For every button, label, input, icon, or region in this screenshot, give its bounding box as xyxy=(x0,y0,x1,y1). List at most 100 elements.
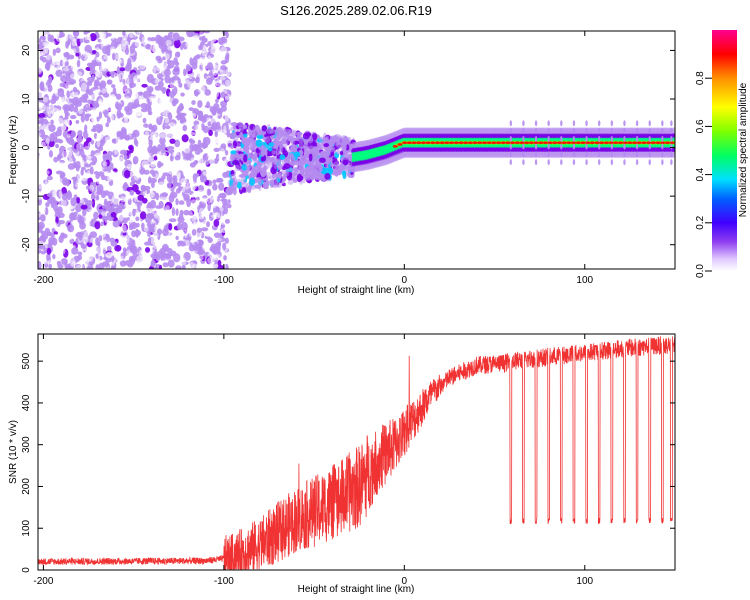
spectrogram-cell xyxy=(189,139,196,145)
spectrogram-cell xyxy=(65,40,70,49)
spectrogram-cell xyxy=(59,31,64,38)
spectrogram-cell xyxy=(339,151,344,156)
spectrogram-cell xyxy=(127,102,134,111)
spectrogram-cell xyxy=(206,61,213,71)
spectrogram-cell xyxy=(127,263,134,268)
spectrogram-cell xyxy=(69,114,77,120)
spectrogram-cell xyxy=(249,139,257,147)
spectrogram-cell xyxy=(227,199,231,204)
spectrogram-cell xyxy=(188,46,196,56)
spectrogram-cell xyxy=(198,85,206,94)
spectrogram-cell xyxy=(38,221,45,230)
spectrogram-cell xyxy=(78,108,83,115)
spectrogram-cell xyxy=(297,175,304,181)
spectrogram-cell xyxy=(149,169,156,175)
spectrogram-cell xyxy=(43,84,49,93)
spectrogram-cell xyxy=(458,141,464,145)
spectrogram-cell xyxy=(171,110,175,116)
spectrogram-cell xyxy=(236,131,240,136)
spectrogram-cell xyxy=(505,141,511,145)
spectrogram-cell xyxy=(538,141,544,145)
spectrogram-cell xyxy=(313,147,318,155)
spectrogram-cell xyxy=(183,229,188,239)
spectrogram-cell xyxy=(560,128,563,135)
spectrogram-cell xyxy=(61,150,69,158)
spectrogram-cell xyxy=(572,143,576,150)
spectrogram-cell xyxy=(154,85,162,91)
spectrogram-cell xyxy=(166,146,175,150)
spectrogram-cell xyxy=(112,195,120,205)
spectrogram-cell xyxy=(670,120,673,127)
spectrogram-cell xyxy=(164,68,171,77)
spectrogram-cell xyxy=(276,126,284,134)
spectrogram-cell xyxy=(44,45,49,54)
spectrogram-cell xyxy=(48,196,56,204)
spectrogram-cell xyxy=(209,156,215,165)
spectrogram-cell xyxy=(109,93,115,99)
spectrogram-cell xyxy=(534,135,538,142)
spectrogram-cell xyxy=(570,141,577,145)
spectrogram-cell xyxy=(251,133,256,138)
spectrogram-cell xyxy=(139,137,144,142)
spectrogram-cell xyxy=(167,112,173,121)
spectrogram-cell xyxy=(173,57,178,65)
spectrogram-cell xyxy=(212,183,218,191)
spectrogram-cell xyxy=(53,156,59,163)
spectrogram-cell xyxy=(75,119,80,124)
spectrogram-cell xyxy=(206,77,213,85)
spectrogram-cell xyxy=(344,150,350,159)
spectrogram-cell xyxy=(49,133,54,142)
spectrogram-cell xyxy=(197,157,204,164)
spectrogram-cell xyxy=(623,159,626,166)
spectrogram-cell xyxy=(201,162,205,171)
spectrogram-cell xyxy=(150,44,158,52)
spectrogram-cell xyxy=(98,145,104,152)
spectrogram-cell xyxy=(196,54,201,59)
spectrogram-cell xyxy=(249,177,255,186)
spectrogram-cell xyxy=(73,106,79,113)
spectrogram-cell xyxy=(622,141,628,145)
spectrogram-cell xyxy=(598,128,601,135)
spectrogram-cell xyxy=(116,131,123,138)
spectrogram-cell xyxy=(91,198,96,208)
spectrogram-cell xyxy=(74,180,83,188)
spectrogram-cell xyxy=(661,135,664,142)
spectrogram-cell xyxy=(150,37,156,42)
spectrogram-cell xyxy=(174,139,181,148)
spectrogram-cell xyxy=(87,253,94,262)
spectrogram-cell xyxy=(291,172,297,179)
spectrogram-cell xyxy=(572,120,576,127)
spectrogram-cell xyxy=(49,105,55,114)
spectrogram-cell xyxy=(302,132,310,140)
spectrogram-cell xyxy=(220,148,225,153)
spectrogram-cell xyxy=(45,137,50,145)
spectrogram-cell xyxy=(199,31,204,37)
snr-y-tick-label: 400 xyxy=(21,394,32,411)
spectrogram-cell xyxy=(148,138,153,148)
spectrogram-cell xyxy=(78,216,85,225)
spectrogram-cell xyxy=(135,165,142,172)
spectrogram-cell xyxy=(46,105,50,115)
spectrogram-cell xyxy=(157,217,162,222)
spectrogram-cell xyxy=(209,246,216,252)
spectrogram-cell xyxy=(123,116,129,124)
spectrogram-cell xyxy=(241,187,247,193)
spectrogram-cell xyxy=(137,146,141,151)
spectrogram-cell xyxy=(194,243,202,252)
spectrogram-cell xyxy=(48,237,53,245)
spectrogram-cell xyxy=(190,157,196,162)
spectrogram-cell xyxy=(110,212,117,218)
spectrogram-cell xyxy=(191,100,196,106)
spectrogram-cell xyxy=(175,235,179,241)
spectrogram-cell xyxy=(159,116,164,120)
spectrogram-cell xyxy=(392,144,398,148)
spectrogram-cell xyxy=(38,113,46,118)
spectrogram-cell xyxy=(283,163,291,170)
spectrogram-cell xyxy=(97,241,101,247)
spectrogram-cell xyxy=(90,128,98,132)
spectrogram-cell xyxy=(55,69,63,77)
spectrogram-cell xyxy=(138,234,142,242)
spectrogram-cell xyxy=(560,135,563,142)
colorbar-tick-label: 0.0 xyxy=(695,264,706,278)
